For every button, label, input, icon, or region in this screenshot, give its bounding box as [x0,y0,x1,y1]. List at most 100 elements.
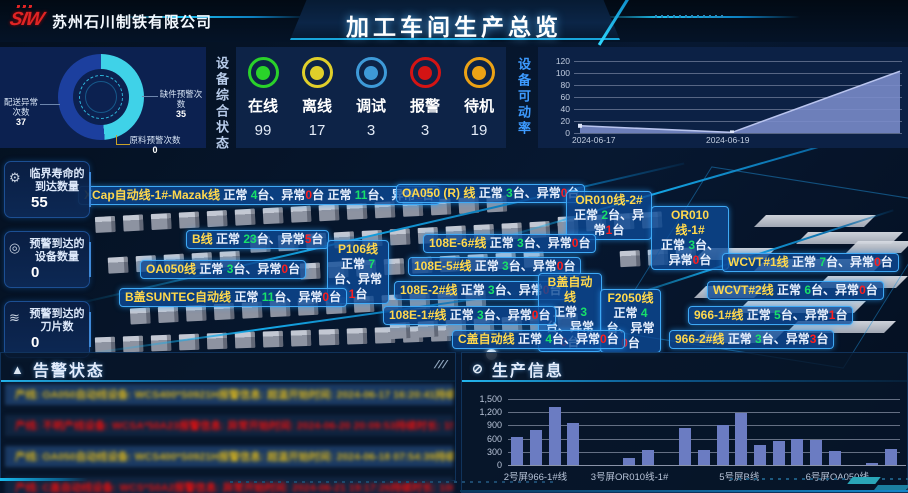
production-line-label[interactable]: 108E-6#线 正常 3台、异常0台 [423,234,597,253]
footer-bottom-line [460,490,908,492]
line-normal-count: 5 [774,308,781,322]
device-state-value: 99 [254,122,272,139]
production-line-label[interactable]: B盖SUNTEC自动线 正常 11台、异常0台 [119,288,348,307]
stat-card: ⚙ 临界寿命的 到达数量 55 [4,161,91,218]
line-abnormal-count: 0 [322,290,330,304]
line-normal-count: 3 [488,283,495,297]
warning-triangle-icon: ▲ [11,361,26,377]
header-decor-line-left [120,16,310,18]
alarm-field: 开始时间: 2024-06-21 19:17:26 [243,482,391,493]
stat-card-label: 预警到达的 刀片数 [29,308,85,333]
production-line-label[interactable]: WCVT#2线 正常 6台、异常0台 [707,281,884,300]
line-abnormal-count: 5 [304,232,312,246]
line-abnormal-count: 0 [560,186,568,200]
donut-callout-delivery: 配送异常次数 37 [3,97,38,127]
device-state-label: 待机 [463,98,494,115]
production-panel-title: ⊘ 生产信息 [472,357,564,381]
line-name: OR010线-1# [670,208,710,237]
footer-scroll-line[interactable] [0,478,88,481]
line-normal-count: 11 [261,290,275,304]
bar [828,450,841,465]
line-status-text: 正常 [573,208,602,222]
line-status-text: 正常 [212,232,244,246]
production-line-label[interactable]: WCVT#1线 正常 7台、异常0台 [722,253,899,272]
line-status-text: 台、异常 [274,290,323,304]
line-status-text: 台、异常 [483,308,532,322]
line-status-text: 台 [699,253,712,267]
alarm-row: 产线: OA050自动线 设备: WCS400*S0921H 报警信息: 超温 开始时… [5,446,453,467]
line-status-text: 台 [312,188,325,202]
bar [698,450,710,465]
line-normal-count: 11 [354,188,368,202]
line-status-text: 台、异常 [257,188,306,202]
line-status-text: 台、异常 [512,186,561,200]
footer-dotted-line-right [730,478,908,480]
line-name: P106线 [337,242,379,256]
header-bar: SIW 苏州石川制铁有限公司 加工车间生产总览 [0,0,908,46]
production-line-label[interactable]: 966-2#线 正常 3台、异常3台 [669,330,835,349]
y-tick-label: 600 [486,433,502,444]
production-line-label[interactable]: 108E-5#线 正常 3台、异常0台 [408,257,582,276]
device-state-label: 调试 [355,98,386,115]
line-status-text: 台 [288,262,301,276]
production-line-label[interactable]: OR010线-1# 正常 3台、异常0台 [651,206,729,270]
line-status-text: 台、异常 [826,255,875,269]
line-name: F2050线 [607,291,654,305]
standby-status-icon [463,57,495,88]
y-tick-label: 20 [560,116,570,126]
target-icon: ◎ [9,240,21,255]
alarm-field: 产线: 不明产线 [15,420,85,432]
line-status-text: 正常 [231,290,262,304]
device-state-label: 报警 [409,98,440,115]
line-status-text: 台 [627,336,640,350]
line-status-text: 台、异常 [668,238,720,267]
header-decor-dots-right [655,15,725,18]
line-status-text: 台 [865,283,878,297]
alarm-field: 报警信息: 超温 [218,451,289,463]
bar [884,448,897,465]
device-state-label: 离线 [301,98,332,115]
alarm-status-panel: ▲ 告警状态 /// 产线: OA050自动线 设备: WCS400*S0921H… [0,352,456,493]
alarm-field: 开始时间: 2024-06-20 20:09:53 [248,420,396,432]
company-logo: SIW [7,9,46,30]
line-name: 108E-1#线 [389,308,447,322]
line-name: OR010线-2# [575,193,643,207]
alarm-field: 设备: WCS400*S0921H [107,389,219,401]
production-line-label[interactable]: XCap自动线-1#-Mazak线 正常 4台、异常0台 正常 11台、异常1台 [78,186,441,205]
production-line-label[interactable]: C盖自动线 正常 4台、异常0台 [452,330,625,349]
y-tick-label: 300 [486,446,502,457]
stat-card-label: 预警到达的 设备数量 [29,238,85,263]
alarm-row: 产线: 不明产线 设备: WCSA*50A23 报警信息: 异常 开始时间: 2024… [5,415,453,436]
line-name: OA050线 [146,262,197,276]
y-tick-label: 900 [486,420,502,431]
line-name: 108E-6#线 [429,236,487,250]
line-status-text: 台 [538,308,551,322]
alarm-field: 报警信息: 超温 [218,389,289,401]
bar [791,438,804,465]
alarm-row: 产线: OA050自动线 设备: WCS400*S0921H 报警信息: 超温 开始时… [5,384,453,405]
line-status-text: 台、异常 [761,332,810,346]
production-panel-title-text: 生产信息 [491,363,564,380]
line-normal-count: 3 [755,332,762,346]
footer-teal-shape [847,477,881,484]
production-line-label[interactable]: OA050线 正常 3台、异常0台 [140,260,307,279]
production-line-label[interactable]: OR010线-2# 正常 2台、异常1台 [566,191,652,240]
line-status-text: 正常 [324,188,355,202]
donut-center [73,69,129,125]
line-normal-count: 7 [819,255,827,269]
device-state-value: 3 [420,122,430,139]
production-line-label[interactable]: 108E-1#线 正常 3台、异常0台 [383,306,557,325]
line-status-text: 正常 [773,283,805,297]
line-status-text: 台 [578,236,591,250]
production-line-label[interactable]: OA050 (R) 线 正常 3台、异常0台 [396,184,586,203]
production-line-label[interactable]: B线 正常 23台、异常5台 [186,230,330,249]
production-line-label[interactable]: 966-1#线 正常 5台、异常1台 [688,306,854,325]
line-status-text: 台、异常 [780,308,829,322]
grid-line [574,133,902,134]
line-status-text: 台、异常 [552,332,601,346]
device-state-value: 17 [308,122,326,139]
production-info-panel: ⊘ 生产信息 2号屏966-1#线 3号屏OR010线-1# 5号屏B线 6号屏OA0… [461,352,908,493]
line-status-text: 台 [835,308,848,322]
footer-dotted-line [230,481,555,483]
line-normal-count: 6 [804,283,812,297]
